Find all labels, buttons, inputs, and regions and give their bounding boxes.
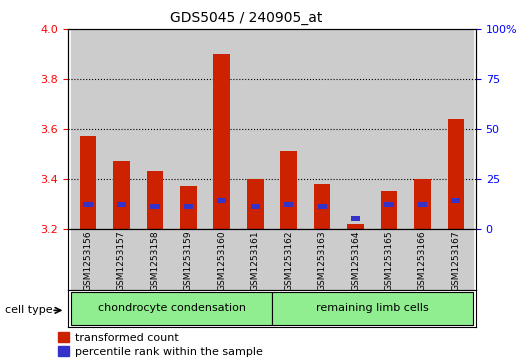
Bar: [439, 229, 473, 290]
Bar: [113, 161, 130, 229]
Text: GDS5045 / 240905_at: GDS5045 / 240905_at: [169, 11, 322, 25]
Bar: [150, 204, 160, 209]
Bar: [79, 136, 96, 229]
Bar: [172, 29, 205, 229]
Legend: transformed count, percentile rank within the sample: transformed count, percentile rank withi…: [58, 332, 263, 357]
Bar: [414, 179, 431, 229]
Text: GSM1253161: GSM1253161: [251, 231, 260, 291]
Text: GSM1253164: GSM1253164: [351, 231, 360, 291]
Bar: [372, 229, 406, 290]
Bar: [272, 229, 305, 290]
Bar: [305, 29, 339, 229]
Bar: [117, 202, 126, 208]
Bar: [146, 171, 163, 229]
Text: chondrocyte condensation: chondrocyte condensation: [98, 303, 246, 313]
Bar: [339, 29, 372, 229]
Bar: [205, 29, 238, 229]
Bar: [71, 229, 105, 290]
Bar: [213, 54, 230, 229]
Text: GSM1253156: GSM1253156: [84, 231, 93, 291]
Bar: [184, 204, 193, 209]
Bar: [351, 216, 360, 221]
Bar: [217, 198, 226, 204]
Bar: [238, 29, 272, 229]
Text: GSM1253167: GSM1253167: [451, 231, 460, 291]
Bar: [372, 29, 406, 229]
Bar: [384, 202, 394, 208]
Text: GSM1253165: GSM1253165: [384, 231, 393, 291]
Text: GSM1253157: GSM1253157: [117, 231, 126, 291]
Bar: [138, 229, 172, 290]
Bar: [305, 229, 339, 290]
Text: cell type: cell type: [5, 305, 53, 315]
Text: GSM1253158: GSM1253158: [151, 231, 160, 291]
Bar: [238, 229, 272, 290]
Bar: [105, 229, 138, 290]
Bar: [280, 151, 297, 229]
Text: remaining limb cells: remaining limb cells: [316, 303, 429, 313]
Bar: [272, 292, 473, 325]
Text: GSM1253160: GSM1253160: [217, 231, 226, 291]
Bar: [451, 198, 460, 204]
Bar: [339, 229, 372, 290]
Bar: [272, 29, 305, 229]
Bar: [406, 29, 439, 229]
Text: GSM1253159: GSM1253159: [184, 231, 193, 291]
Bar: [317, 204, 327, 209]
Text: GSM1253163: GSM1253163: [317, 231, 327, 291]
Bar: [251, 204, 260, 209]
Bar: [406, 229, 439, 290]
Bar: [71, 29, 105, 229]
Bar: [205, 229, 238, 290]
Bar: [180, 186, 197, 229]
Bar: [284, 202, 293, 208]
Text: GSM1253166: GSM1253166: [418, 231, 427, 291]
Bar: [172, 229, 205, 290]
Bar: [84, 202, 93, 208]
Bar: [347, 224, 364, 229]
Bar: [439, 29, 473, 229]
Bar: [418, 202, 427, 208]
Bar: [71, 292, 272, 325]
Bar: [138, 29, 172, 229]
Bar: [314, 184, 331, 229]
Bar: [381, 191, 397, 229]
Bar: [448, 119, 464, 229]
Text: GSM1253162: GSM1253162: [284, 231, 293, 291]
Bar: [247, 179, 264, 229]
Bar: [105, 29, 138, 229]
